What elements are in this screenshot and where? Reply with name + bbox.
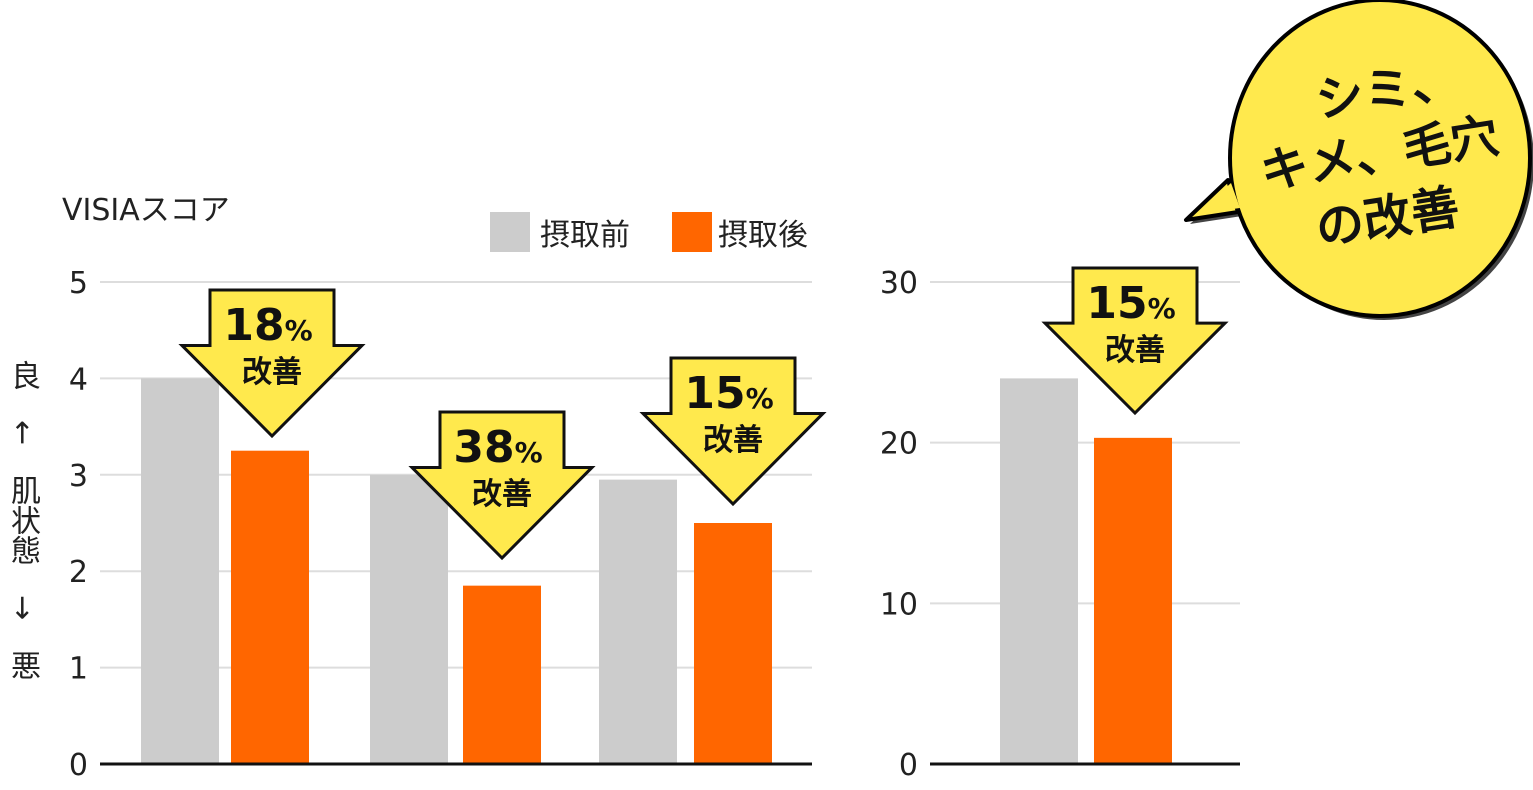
arrow-shape <box>639 356 827 507</box>
improvement-label: 改善 <box>242 355 302 390</box>
improvement-percent: 38% <box>453 422 542 473</box>
y-tick-label: 1 <box>69 652 88 687</box>
chart2-bars <box>930 378 1240 766</box>
y-tick-label: 0 <box>69 748 88 783</box>
improvement-label: 改善 <box>1105 333 1165 368</box>
bar-after <box>694 523 772 764</box>
chart2-gridlines: 0 10 20 30 <box>880 266 1240 783</box>
y-tick-label: 5 <box>69 266 88 301</box>
bar-before <box>599 479 677 764</box>
y-tick-label: 10 <box>880 587 918 622</box>
y-tick-label: 0 <box>899 748 918 783</box>
improvement-arrow: 15% 改善 <box>639 356 827 507</box>
arrow-shape <box>408 410 596 561</box>
improvement-arrow: 15% 改善 <box>1041 266 1229 416</box>
bar-before <box>141 378 219 764</box>
callout-bubble: シミ、 キメ、毛穴 の改善 <box>1184 0 1533 320</box>
y-tick-label: 4 <box>69 362 88 397</box>
improvement-arrow: 38% 改善 <box>408 410 596 561</box>
y-axis-title: VISIAスコア <box>62 193 230 228</box>
arrow-shape <box>1041 266 1229 416</box>
bar-after <box>1094 437 1172 764</box>
y-tick-label: 20 <box>880 427 918 462</box>
improvement-percent: 18% <box>223 300 312 351</box>
improvement-percent: 15% <box>684 368 773 419</box>
legend-swatch-after <box>672 212 712 252</box>
bar-after <box>231 450 309 764</box>
improvement-arrows: 18% 改善 38% 改善 15% 改善 15% 改善 <box>178 266 1229 561</box>
improvement-label: 改善 <box>472 477 532 512</box>
improvement-percent: 15% <box>1086 278 1175 329</box>
legend-swatch-before <box>490 212 530 252</box>
improvement-label: 改善 <box>703 423 763 458</box>
legend-label-after: 摂取後 <box>718 218 808 253</box>
legend: 摂取前 摂取後 <box>490 212 808 253</box>
y-tick-label: 3 <box>69 459 88 494</box>
y-axis-label: 良 ← 肌状態 → 悪 <box>5 359 40 681</box>
bar-before <box>1000 378 1078 764</box>
y-tick-label: 30 <box>880 266 918 301</box>
bar-after <box>463 585 541 764</box>
chart1-bars <box>100 378 812 766</box>
improvement-arrow: 18% 改善 <box>178 288 366 439</box>
arrow-shape <box>178 288 366 439</box>
y-tick-label: 2 <box>69 555 88 590</box>
legend-label-before: 摂取前 <box>540 218 630 253</box>
bar-before <box>370 474 448 764</box>
